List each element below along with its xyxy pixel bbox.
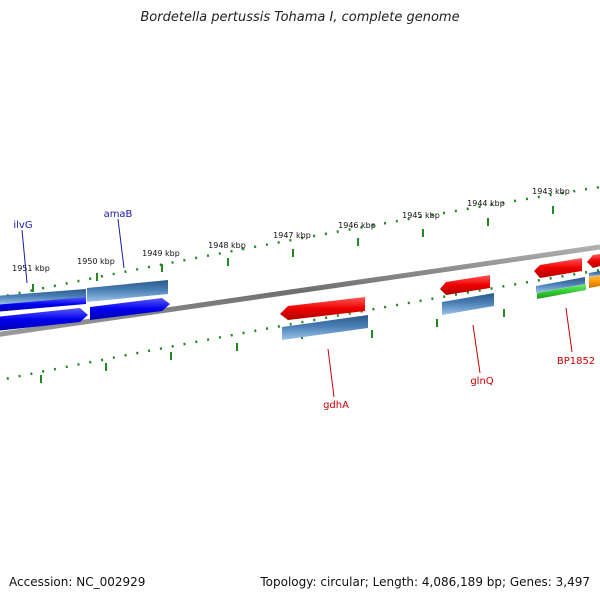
tick-labels: 1951 kbp 1950 kbp 1949 kbp 1948 kbp 1947…	[12, 187, 570, 273]
cds-glnQ[interactable]	[440, 275, 490, 295]
outer-tick-ring	[0, 185, 600, 299]
other-feature-edge-right[interactable]	[589, 275, 600, 288]
tick-label-1945: 1945 kbp	[402, 211, 440, 220]
cds-ilvG[interactable]	[0, 297, 86, 312]
rna-bp1852[interactable]	[537, 284, 586, 299]
gene-box-bp1852[interactable]	[536, 277, 585, 293]
tick-label-1943: 1943 kbp	[532, 187, 570, 196]
tick-label-1946: 1946 kbp	[338, 221, 376, 230]
outer-major-ticks	[32, 206, 554, 292]
inner-tick-ring	[0, 268, 600, 382]
cds-gdhA[interactable]	[280, 297, 365, 320]
cds-arrow-1[interactable]	[0, 308, 88, 331]
tick-label-1950: 1950 kbp	[77, 257, 115, 266]
map-title: Bordetella pertussis Tohama I, complete …	[140, 10, 460, 25]
cds-arrow-amaB[interactable]	[90, 298, 170, 320]
forward-strand-features	[0, 280, 170, 331]
gene-box-ilvG[interactable]	[0, 289, 86, 305]
accession-text: Accession: NC_002929	[9, 575, 146, 589]
tick-label-1951: 1951 kbp	[12, 264, 50, 273]
gene-label-glnQ[interactable]: glnQ	[470, 376, 493, 387]
tick-label-1949: 1949 kbp	[142, 249, 180, 258]
gene-label-gdhA[interactable]: gdhA	[323, 400, 349, 411]
reverse-strand-features	[280, 254, 600, 340]
gene-labels: ilvG amaB gdhA glnQ BP1852	[13, 209, 595, 411]
gene-box-glnQ[interactable]	[442, 293, 494, 315]
genome-backbone	[0, 244, 600, 337]
cds-edge-right[interactable]	[587, 254, 600, 268]
tick-label-1948: 1948 kbp	[208, 241, 246, 250]
tick-label-1944: 1944 kbp	[467, 199, 505, 208]
gene-label-amaB[interactable]: amaB	[104, 209, 133, 220]
inner-major-ticks	[40, 309, 505, 383]
genome-info-text: Topology: circular; Length: 4,086,189 bp…	[260, 575, 590, 589]
gene-label-bp1852[interactable]: BP1852	[557, 356, 595, 367]
label-leaders	[21, 218, 573, 398]
gene-label-ilvG[interactable]: ilvG	[13, 220, 32, 231]
gene-box-gdhA[interactable]	[282, 315, 368, 340]
cds-bp1852[interactable]	[534, 258, 582, 278]
tick-label-1947: 1947 kbp	[273, 231, 311, 240]
gene-box-amaB[interactable]	[87, 280, 168, 302]
